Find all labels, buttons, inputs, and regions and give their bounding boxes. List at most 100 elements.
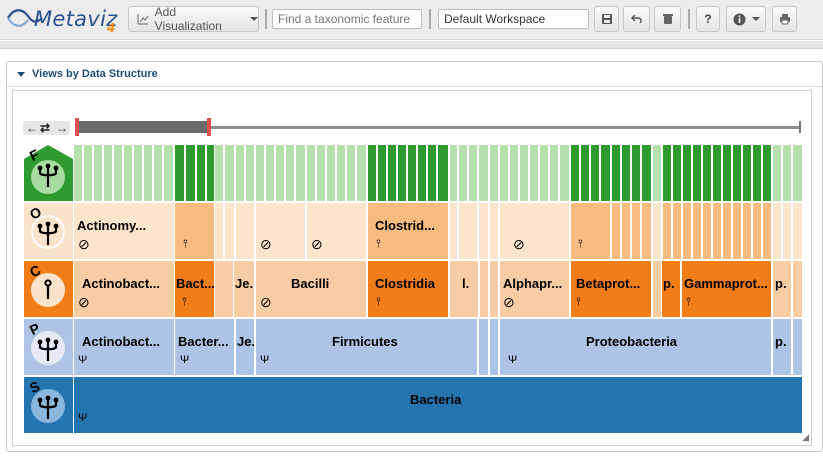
order-cell[interactable]: ⊘ [307,203,366,259]
order-cell[interactable] [713,203,721,259]
order-cell[interactable] [450,203,457,259]
phylum-cell[interactable]: Bacter... Ψ [175,319,234,375]
order-cell[interactable] [479,203,488,259]
class-cell[interactable] [480,261,488,317]
family-cell[interactable] [266,145,274,201]
order-cell[interactable] [773,203,781,259]
family-cell[interactable] [673,145,681,201]
family-cell[interactable] [144,145,152,201]
collapse-caret-icon[interactable] [17,72,25,77]
order-cell[interactable] [693,203,701,259]
family-cell[interactable] [703,145,711,201]
family-cell[interactable] [540,145,548,201]
family-cell[interactable] [398,145,406,201]
class-cell[interactable]: Bacilli ⊘ [256,261,366,317]
order-cell[interactable] [763,203,771,259]
family-cell[interactable] [388,145,396,201]
family-cell[interactable] [612,145,620,201]
family-cell[interactable] [622,145,630,201]
family-cell[interactable] [560,145,569,201]
level-badge-superkingdom[interactable]: S [24,377,73,433]
order-cell[interactable]: Clostrid... ⫯ [368,203,448,259]
family-cell[interactable] [408,145,416,201]
family-cell[interactable] [520,145,528,201]
range-slider-selection[interactable] [77,121,211,133]
family-cell[interactable] [693,145,701,201]
family-cell[interactable] [591,145,599,201]
family-cell[interactable] [296,145,305,201]
family-cell[interactable] [773,145,781,201]
family-cell[interactable] [763,145,771,201]
order-cell[interactable] [612,203,620,259]
delete-button[interactable] [654,6,681,32]
family-cell[interactable] [601,145,610,201]
family-cell[interactable] [490,145,498,201]
family-cell[interactable] [154,145,162,201]
family-cell[interactable] [428,145,436,201]
range-slider-right-handle[interactable] [207,118,211,136]
class-cell[interactable]: Je. [234,261,254,317]
add-visualization-button[interactable]: Add Visualization [128,5,259,33]
family-cell[interactable] [459,145,467,201]
level-badge-phylum[interactable]: P [24,319,73,375]
family-cell[interactable] [530,145,538,201]
order-cell[interactable] [673,203,681,259]
phylum-cell[interactable]: p. [773,319,791,375]
resize-handle-icon[interactable]: ◢ [802,432,809,442]
family-cell[interactable] [114,145,122,201]
family-cell[interactable] [124,145,132,201]
family-cell[interactable] [378,145,386,201]
family-cell[interactable] [74,145,82,201]
family-cell[interactable] [246,145,254,201]
order-cell[interactable] [663,203,671,259]
family-cell[interactable] [550,145,558,201]
level-badge-family[interactable]: F [24,145,73,201]
family-cell[interactable] [418,145,426,201]
order-cell[interactable] [733,203,741,259]
family-cell[interactable] [236,145,244,201]
order-cell[interactable] [642,203,651,259]
class-cell[interactable]: Gammaprot... ⫯ [682,261,771,317]
family-cell[interactable] [337,145,345,201]
family-cell[interactable] [571,145,579,201]
family-cell[interactable] [450,145,457,201]
order-cell[interactable] [215,203,223,259]
family-cell[interactable] [256,145,264,201]
family-cell[interactable] [164,145,173,201]
family-cell[interactable] [357,145,366,201]
family-cell[interactable] [479,145,488,201]
family-cell[interactable] [104,145,112,201]
family-cell[interactable] [469,145,477,201]
family-cell[interactable] [733,145,741,201]
family-cell[interactable] [175,145,184,201]
class-cell[interactable]: l. [450,261,478,317]
family-cell[interactable] [225,145,234,201]
order-cell[interactable]: ⫯ [571,203,610,259]
phylum-cell[interactable]: Je. [236,319,254,375]
class-cell[interactable]: Bact... ⫯ [175,261,214,317]
order-cell[interactable]: ⊘ [500,203,569,259]
family-cell[interactable] [642,145,651,201]
order-cell[interactable]: Actinomy... ⊘ [74,203,174,259]
order-cell[interactable] [683,203,691,259]
level-badge-order[interactable]: O [24,203,73,259]
family-cell[interactable] [368,145,376,201]
family-cell[interactable] [207,145,214,201]
family-cell[interactable] [723,145,731,201]
class-cell[interactable]: p. [773,261,791,317]
order-cell[interactable] [632,203,640,259]
family-cell[interactable] [438,145,448,201]
family-cell[interactable] [347,145,355,201]
family-cell[interactable] [663,145,671,201]
order-cell[interactable] [723,203,731,259]
phylum-cell[interactable] [490,319,498,375]
save-button[interactable] [594,6,619,32]
order-cell[interactable] [236,203,254,259]
family-cell[interactable] [581,145,589,201]
class-cell[interactable]: p. [662,261,680,317]
family-cell[interactable] [134,145,142,201]
panel-header[interactable]: Views by Data Structure [7,62,822,87]
order-cell[interactable]: ⫯ [175,203,214,259]
order-cell[interactable] [459,203,477,259]
class-cell[interactable]: Betaprot... ⫯ [571,261,651,317]
